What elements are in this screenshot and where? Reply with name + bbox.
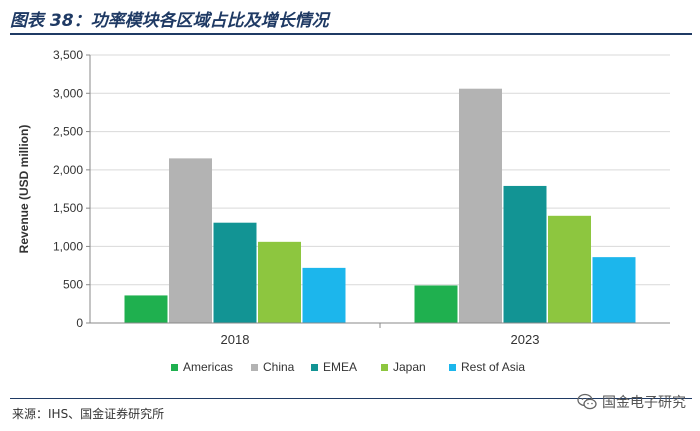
legend-label: Japan	[393, 360, 426, 374]
bar-chart: 0 500 1,000 1,500 2,000 2,500 3,000 3,500 2018 20…	[17, 48, 670, 374]
legend-label: Americas	[183, 360, 233, 374]
watermark: 国金电子研究	[577, 392, 686, 412]
bar-china-2023	[459, 88, 502, 323]
axes: 0 500 1,000 1,500 2,000 2,500 3,000 3,500 2018 20…	[53, 48, 670, 347]
y-tick-label: 3,500	[53, 48, 83, 62]
legend: Americas China EMEA Japan Rest of Asia	[171, 360, 525, 374]
title-divider	[10, 33, 692, 35]
watermark-text: 国金电子研究	[602, 395, 686, 411]
legend-label: Rest of Asia	[461, 360, 525, 374]
y-tick-label: 0	[76, 316, 83, 330]
bar-rest-of-asia-2018	[302, 267, 346, 323]
page-title: 图表 38：功率模块各区域占比及增长情况	[10, 11, 329, 31]
bar-americas-2018	[124, 295, 168, 323]
bar-americas-2023	[414, 285, 458, 323]
bar-rest-of-asia-2023	[592, 257, 636, 323]
bar-japan-2023	[548, 215, 591, 323]
y-tick-label: 1,000	[53, 239, 83, 253]
legend-swatch	[171, 364, 178, 371]
x-category-label: 2023	[511, 332, 540, 347]
y-tick-label: 1,500	[53, 201, 83, 215]
bars	[124, 88, 636, 323]
legend-swatch	[449, 364, 456, 371]
bar-japan-2018	[258, 241, 301, 323]
legend-label: China	[263, 360, 295, 374]
bar-china-2018	[169, 158, 212, 323]
wechat-icon	[577, 393, 597, 410]
footer-divider	[10, 398, 692, 399]
legend-swatch	[381, 364, 388, 371]
y-tick-label: 2,000	[53, 163, 83, 177]
y-tick-label: 2,500	[53, 125, 83, 139]
x-category-label: 2018	[221, 332, 250, 347]
legend-label: EMEA	[323, 360, 357, 374]
bar-emea-2023	[503, 185, 547, 323]
source-note: 来源：IHS、国金证券研究所	[12, 407, 165, 421]
y-tick-label: 3,000	[53, 86, 83, 100]
y-axis-title: Revenue (USD million)	[17, 125, 31, 254]
legend-swatch	[311, 364, 318, 371]
bar-emea-2018	[213, 222, 257, 323]
y-tick-label: 500	[63, 278, 83, 292]
legend-swatch	[251, 364, 258, 371]
